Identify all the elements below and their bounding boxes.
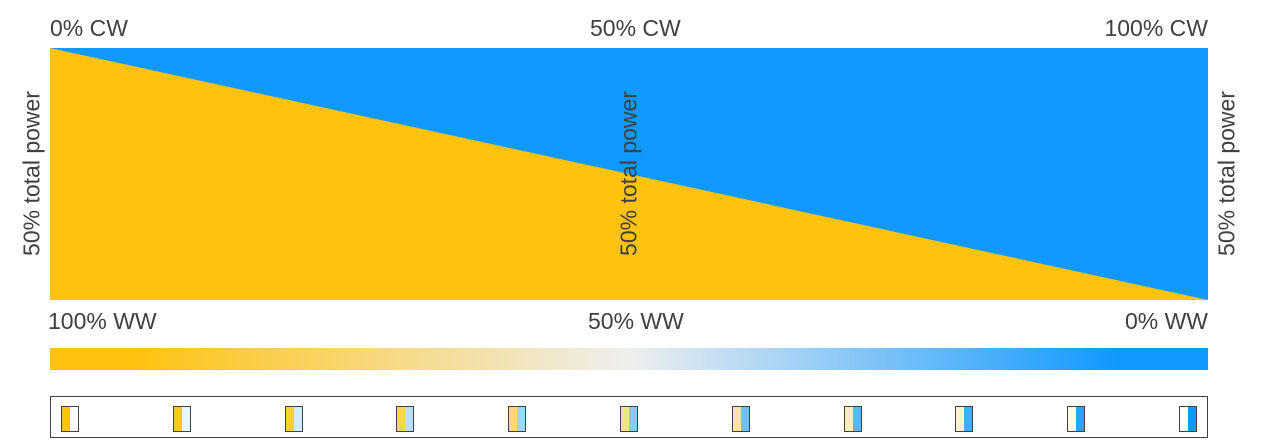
- cool-white-half: [852, 407, 861, 431]
- mix-step-swatch: [1179, 406, 1197, 432]
- cool-white-half: [70, 407, 78, 431]
- warm-white-half: [285, 407, 294, 431]
- warm-white-half: [173, 407, 182, 431]
- cool-white-half: [405, 407, 414, 431]
- mix-step-strip: [50, 396, 1208, 438]
- cw-label-right: 100% CW: [1104, 15, 1208, 41]
- power-label-center: 50% total power: [615, 91, 642, 256]
- cool-white-half: [629, 407, 637, 431]
- mix-step-swatch: [955, 406, 974, 432]
- mix-step-swatch: [284, 406, 303, 432]
- cool-white-half: [740, 407, 749, 431]
- warm-white-half: [956, 407, 965, 431]
- warm-white-half: [397, 407, 406, 431]
- cool-white-half: [293, 407, 302, 431]
- cool-white-half: [181, 407, 190, 431]
- cool-white-half: [517, 407, 526, 431]
- mix-step-swatch: [843, 406, 862, 432]
- cw-label-left: 0% CW: [50, 15, 128, 41]
- ww-label-center: 50% WW: [588, 308, 684, 334]
- mix-step-swatch: [1067, 406, 1086, 432]
- mix-step-swatch: [172, 406, 191, 432]
- mix-step-swatch: [61, 406, 79, 432]
- ww-label-left: 100% WW: [48, 308, 157, 334]
- warm-white-half: [844, 407, 853, 431]
- cool-white-half: [1188, 407, 1196, 431]
- cool-white-half: [964, 407, 973, 431]
- warm-white-half: [732, 407, 741, 431]
- power-label-right: 50% total power: [1213, 91, 1240, 256]
- power-label-left: 50% total power: [18, 91, 45, 256]
- mix-step-swatch: [620, 406, 638, 432]
- color-temperature-gradient-bar: [50, 348, 1208, 370]
- warm-white-half: [509, 407, 518, 431]
- warm-white-half: [62, 407, 70, 431]
- warm-white-half: [1180, 407, 1188, 431]
- mix-step-swatch: [731, 406, 750, 432]
- cw-label-center: 50% CW: [590, 15, 681, 41]
- mix-step-swatch: [508, 406, 527, 432]
- cool-white-half: [1076, 407, 1085, 431]
- mix-diagram: [50, 48, 1208, 300]
- mix-step-swatch: [396, 406, 415, 432]
- warm-white-half: [621, 407, 629, 431]
- warm-white-half: [1068, 407, 1077, 431]
- ww-label-right: 0% WW: [1124, 308, 1208, 334]
- warm-white-region: [50, 48, 1208, 300]
